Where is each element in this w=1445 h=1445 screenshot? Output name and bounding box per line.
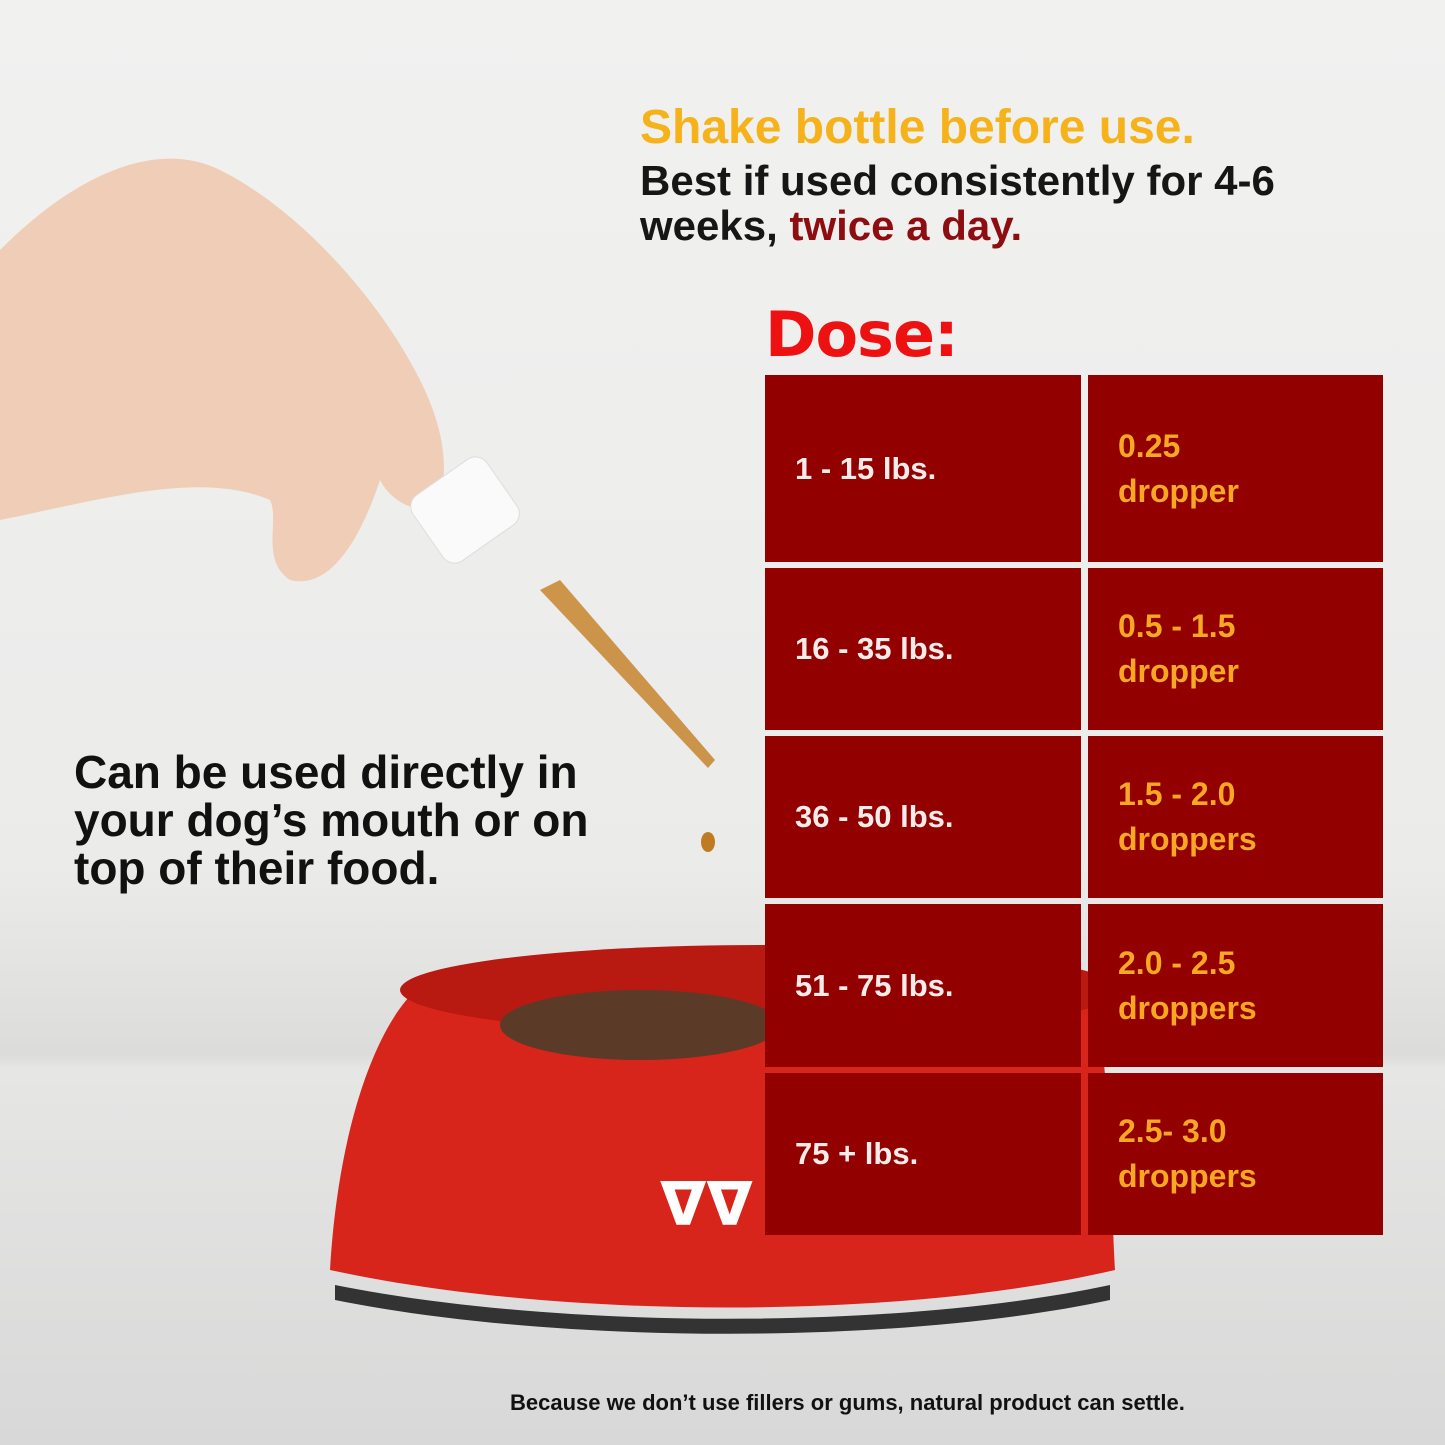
dropper-illustration	[410, 456, 715, 852]
usage-method-text: Can be used directly in your dog’s mouth…	[74, 746, 589, 894]
hand-illustration	[0, 158, 444, 582]
weight-cell: 75 + lbs.	[765, 1073, 1081, 1235]
weight-cell: 1 - 15 lbs.	[765, 375, 1081, 562]
amount-unit: droppers	[1118, 821, 1257, 857]
amount-cell: 0.25 dropper	[1088, 375, 1383, 562]
weight-cell: 16 - 35 lbs.	[765, 568, 1081, 730]
amount-value: 1.5 - 2.0	[1118, 776, 1236, 812]
amount-unit: dropper	[1118, 653, 1239, 689]
weight-cell: 36 - 50 lbs.	[765, 736, 1081, 898]
amount-value: 2.5- 3.0	[1118, 1113, 1227, 1149]
amount-cell: 2.5- 3.0 droppers	[1088, 1073, 1383, 1235]
shake-instruction: Shake bottle before use.	[640, 101, 1195, 154]
weight-cell: 51 - 75 lbs.	[765, 904, 1081, 1067]
amount-unit: droppers	[1118, 1158, 1257, 1194]
amount-cell: 0.5 - 1.5 dropper	[1088, 568, 1383, 730]
amount-cell: 2.0 - 2.5 droppers	[1088, 904, 1383, 1067]
svg-text:ᐁᐁ: ᐁᐁ	[660, 1170, 753, 1240]
footnote: Because we don’t use fillers or gums, na…	[510, 1390, 1185, 1415]
amount-unit: dropper	[1118, 472, 1239, 509]
amount-value: 0.25	[1118, 427, 1181, 464]
amount-value: 2.0 - 2.5	[1118, 944, 1236, 981]
usage-highlight: twice a day.	[789, 202, 1023, 249]
amount-value: 0.5 - 1.5	[1118, 608, 1236, 644]
usage-text: Best if used consistently for 4-6 weeks,	[640, 157, 1275, 249]
amount-unit: droppers	[1118, 989, 1257, 1026]
amount-cell: 1.5 - 2.0 droppers	[1088, 736, 1383, 898]
dose-title: Dose:	[765, 298, 959, 371]
usage-instruction: Best if used consistently for 4-6 weeks,…	[640, 158, 1360, 248]
